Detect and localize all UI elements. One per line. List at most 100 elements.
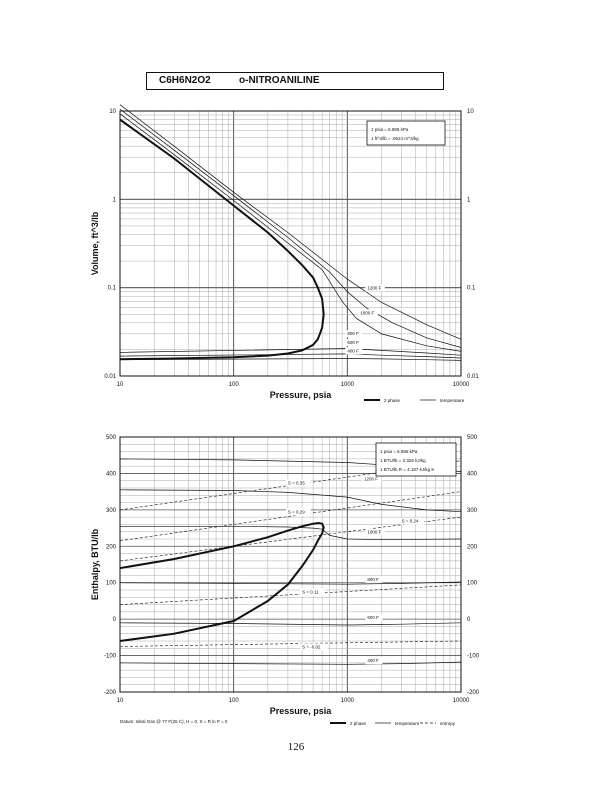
chart2-y-tick-label-right: -100 (467, 654, 480, 660)
chart1-phase-curve (119, 118, 325, 361)
chart2-phase-curve (119, 521, 325, 642)
chart2-curve-label-bg (365, 575, 383, 583)
chart2-y-tick-label-right: 100 (467, 581, 478, 587)
chart2-legend-label: entropy (440, 721, 456, 726)
chart2-conversion-box (375, 442, 457, 477)
chart2-x-tick-label: 1000 (341, 698, 355, 704)
chart2-curve-label: S = 0.24 (402, 519, 419, 524)
chart1-y-tick-label: 0.1 (108, 286, 117, 292)
chart2-x-tick-label: 100 (229, 698, 240, 704)
compound-formula: C6H6N2O2 (159, 75, 211, 86)
chart2-y-tick-label-right: 0 (467, 617, 471, 623)
chart2-y-tick-label-right: 300 (467, 508, 478, 514)
chart2-legend-label: 2 phase (350, 721, 367, 726)
chart2-y-tick-label-right: 400 (467, 471, 478, 477)
chart2-curve-label-bg (285, 508, 311, 516)
chart1-temperature-curve (119, 113, 462, 352)
chart2-temperature-curve (120, 525, 462, 541)
chart1-y-tick-label-right: 0.1 (467, 286, 476, 292)
chart2-curve-label-bg (365, 657, 383, 665)
chart2-curve-label: S = -0.02 (302, 644, 321, 649)
chart2-curve-label-bg (300, 643, 328, 651)
chart2-y-tick-label-right: 200 (467, 544, 478, 550)
chart1-legend-label: 2 phase (384, 398, 401, 403)
chart1-temperature-curve (119, 353, 462, 359)
chart2-curve-label-bg (399, 517, 425, 525)
chart2-y-tick-label: 200 (106, 544, 117, 550)
chart2-entropy-curve (119, 491, 462, 542)
chart2-curve-label-bg (365, 528, 385, 536)
chart2-curve-label-bg (285, 479, 311, 487)
chart1-y-tick-label-right: 10 (467, 109, 474, 115)
chart2-y-tick-label: 0 (113, 617, 117, 623)
chart2-y-axis-label: Enthalpy, BTU/lb (90, 528, 100, 600)
chart1-conversion-text: 1 ft^3/lb = .0624 m^3/kg (371, 136, 419, 141)
chart2-conversion-text: 1 BTU/lb R = 4.187 kJ/kg K (380, 467, 434, 472)
chart1-x-tick-label: 10000 (453, 382, 470, 388)
chart2-curve-label: 600 F (367, 615, 379, 620)
chart1-curve-label-bg (365, 284, 385, 292)
chart2-curve-label: 1000 F (367, 530, 381, 535)
chart1-plot-frame (119, 110, 462, 377)
chart1-x-tick-label: 10 (117, 382, 124, 388)
chart1-curve-label-bg (345, 347, 363, 355)
chart1-curve-label: 1200 F (367, 286, 381, 291)
chart2-curve-label: S = 0.35 (288, 480, 305, 485)
chart2-y-tick-label-right: 500 (467, 435, 478, 441)
chart2-entropy-curve (119, 640, 462, 647)
chart1-temperature-curve (119, 104, 462, 340)
chart2-curve-label-bg (365, 614, 383, 622)
chart2-temperature-curve (119, 581, 462, 585)
chart2-curve-label-bg (361, 475, 382, 483)
chart2-legend-label: temperature (395, 721, 420, 726)
chart2-y-tick-label: 400 (106, 471, 117, 477)
chart2-y-tick-label: 300 (106, 508, 117, 514)
chart2-y-tick-label: 100 (106, 581, 117, 587)
chart2-x-tick-label: 10 (117, 698, 124, 704)
page-number: 126 (287, 741, 305, 753)
chart1-conversion-text: 1 psia = 6.895 kPa (371, 127, 409, 132)
chart1-y-tick-label: 1 (113, 197, 117, 203)
chart1-legend-label: temperature (440, 398, 465, 403)
chart2-conversion-text: 1 psia = 6.895 kPa (380, 449, 418, 454)
chart1-x-tick-label: 1000 (341, 382, 355, 388)
compound-title-box: C6H6N2O2 o-NITROANILINE (146, 72, 444, 90)
chart1-conversion-box (366, 120, 446, 146)
chart2-temperature-curve (119, 661, 462, 665)
chart1-temperature-curve (119, 108, 462, 348)
chart1-x-axis-label: Pressure, psia (270, 390, 333, 400)
chart2-y-tick-label: 500 (106, 435, 117, 441)
chart2-x-tick-label: 10000 (453, 698, 470, 704)
chart1-curve-label: 800 F (347, 331, 359, 336)
chart2-temperature-curve (119, 622, 462, 626)
chart1-y-tick-label-right: 0.01 (467, 374, 479, 380)
chart1-temperature-curve (119, 348, 462, 356)
chart1-y-axis-label: Volume, ft^3/lb (90, 211, 100, 275)
chart1-y-tick-label: 0.01 (104, 374, 116, 380)
chart2-footnote: Datum: Ideal Gas @ 77 F(25 C), H = 0, S … (120, 719, 228, 724)
chart1-curve-label-bg (358, 309, 378, 317)
chart2-conversion-text: 1 BTU/lb = 2.326 kJ/kg (380, 458, 426, 463)
chart1-x-tick-label: 100 (229, 382, 240, 388)
chart2-x-axis-label: Pressure, psia (270, 706, 333, 716)
chart2-curve-label: S = 0.29 (288, 510, 305, 515)
chart1-y-tick-label: 10 (109, 109, 116, 115)
chart1-curve-label: 600 F (347, 340, 359, 345)
chart1-curve-label: 1000 F (360, 310, 374, 315)
chart2-curve-label: 1200 F (364, 477, 378, 482)
compound-name: o-NITROANILINE (239, 75, 320, 86)
chart2-entropy-curve (119, 584, 462, 605)
chart1-curve-label: 400 F (347, 348, 359, 353)
chart2-plot-frame (119, 436, 462, 693)
chart2-y-tick-label: -200 (104, 690, 117, 696)
chart2-y-tick-label-right: -200 (467, 690, 480, 696)
chart1-y-tick-label-right: 1 (467, 197, 471, 203)
chart2-curve-label: 800 F (367, 577, 379, 582)
chart2-y-tick-label: -100 (104, 654, 117, 660)
chart2-curve-label-bg (300, 588, 325, 596)
chart2-temperature-curve (119, 489, 462, 513)
chart2-curve-label: 400 F (367, 658, 379, 663)
chart1-curve-label-bg (345, 339, 363, 347)
chart1-temperature-curve (119, 358, 462, 361)
